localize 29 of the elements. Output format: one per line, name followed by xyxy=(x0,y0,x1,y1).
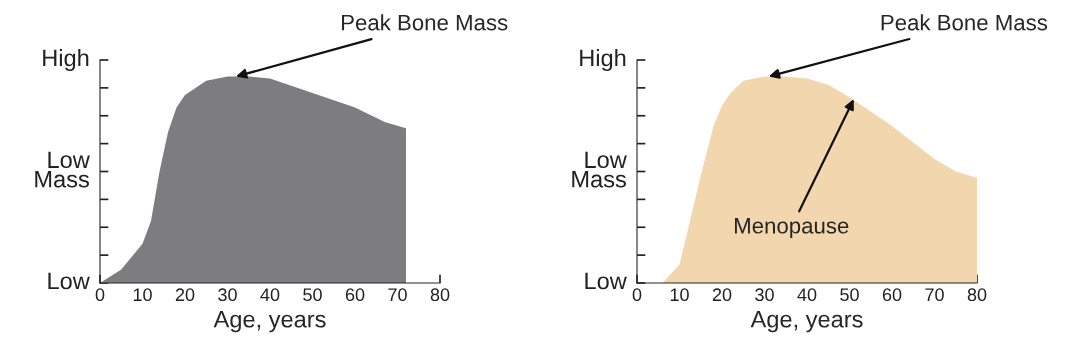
x-tick-label: 50 xyxy=(840,288,859,302)
text: High xyxy=(580,49,626,71)
x-tick-label: 30 xyxy=(218,288,237,302)
text: Low Mass xyxy=(35,151,90,188)
text: Low xyxy=(585,272,627,290)
text: Low Mass xyxy=(572,151,627,188)
x-tick-label: 70 xyxy=(388,288,407,302)
x-tick-label: 0 xyxy=(95,288,105,302)
annotation: Peak Bone Mass xyxy=(881,14,1048,31)
annotation: Peak Bone Mass xyxy=(341,14,508,31)
x-tick-label: 0 xyxy=(632,288,642,302)
x-tick-label: 20 xyxy=(712,288,732,302)
x-tick-label: 40 xyxy=(260,288,280,302)
x-tick-label: 40 xyxy=(797,288,817,302)
x-tick-label: 50 xyxy=(303,288,322,302)
x-tick-label: 80 xyxy=(430,288,450,302)
annotation: Menopause xyxy=(735,218,849,238)
x-tick-label: 80 xyxy=(967,288,987,302)
text: Low xyxy=(48,272,90,290)
x-axis-title: Age, years xyxy=(750,311,863,333)
x-tick-label: 60 xyxy=(882,288,902,302)
x-tick-label: 20 xyxy=(175,288,195,302)
x-tick-label: 60 xyxy=(345,288,365,302)
x-tick-label: 10 xyxy=(133,288,152,302)
x-tick-label: 10 xyxy=(670,288,689,302)
x-tick-label: 70 xyxy=(925,288,944,302)
x-axis-title: Age, years xyxy=(213,311,326,333)
text: High xyxy=(43,49,89,71)
x-tick-label: 30 xyxy=(755,288,774,302)
